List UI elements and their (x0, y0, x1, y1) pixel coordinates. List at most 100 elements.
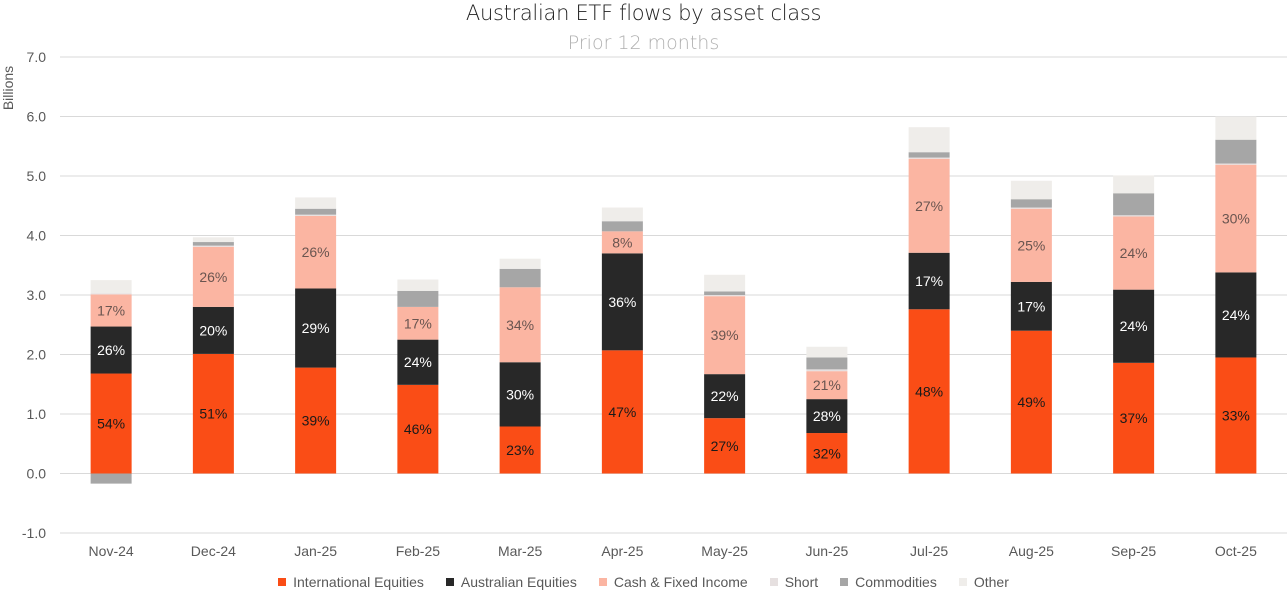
data-label: 24% (1120, 245, 1148, 261)
y-tick-label: 0.0 (27, 466, 47, 482)
chart-subtitle: Prior 12 months (567, 32, 720, 54)
data-label: 34% (506, 317, 534, 333)
data-label: 49% (1017, 394, 1045, 410)
data-label: 25% (1017, 237, 1045, 253)
bar-segment-cash-fixed-income (90, 294, 132, 327)
y-tick-label: -1.0 (22, 525, 46, 541)
bar-segment-commodities (1113, 193, 1155, 216)
legend-label: Short (784, 574, 819, 590)
legend-swatch-icon (840, 578, 849, 586)
bar-segment-other (1113, 175, 1155, 194)
bar-segment-other (908, 127, 950, 153)
bar-segment-commodities (1010, 199, 1052, 208)
bar-segment-australian-equities (806, 399, 848, 434)
data-label: 17% (97, 302, 125, 318)
bar-stack-may-25: 27% 22% 39% (704, 274, 746, 474)
bar-segment-other (806, 346, 848, 358)
legend-item: Australian Equities (445, 574, 577, 590)
bar-stack-apr-25: 47% 36% 8% (601, 207, 643, 474)
bar-segment-international-equities (397, 384, 439, 474)
bar-segment-other (1010, 180, 1052, 200)
x-tick-label: Sep-25 (1111, 543, 1156, 559)
bar-segment-australian-equities (1113, 289, 1155, 363)
bar-segment-other (704, 274, 746, 292)
bar-segment-short (192, 245, 234, 247)
data-label: 39% (302, 413, 330, 429)
bar-segment-cash-fixed-income (704, 296, 746, 375)
bar-segment-cash-fixed-income (1010, 208, 1052, 282)
legend-item: Other (958, 574, 1009, 590)
bar-segment-commodities (397, 290, 439, 307)
bar-stack-feb-25: 46% 24% 17% (397, 279, 439, 474)
bar-segment-australian-equities (192, 306, 234, 354)
x-tick-label: Jun-25 (805, 543, 848, 559)
bar-segment-commodities (499, 268, 541, 288)
data-label: 27% (711, 438, 739, 454)
data-label: 23% (506, 442, 534, 458)
legend-label: Australian Equities (460, 574, 577, 590)
bar-segment-other (601, 207, 643, 222)
bar-segment-international-equities (1215, 357, 1257, 474)
bar-segment-cash-fixed-income (908, 158, 950, 253)
bar-segment-australian-equities (499, 362, 541, 427)
legend-item: Short (769, 574, 819, 590)
x-tick-label: Jan-25 (294, 543, 337, 559)
bar-segment-short (704, 295, 746, 297)
bar-segment-commodities (90, 473, 132, 484)
bar-segment-australian-equities (601, 253, 643, 351)
bar-segment-international-equities (1010, 330, 1052, 474)
data-label: 24% (1120, 318, 1148, 334)
y-tick-label: 2.0 (27, 347, 47, 363)
bar-segment-commodities (908, 152, 950, 158)
x-axis: Nov-24 Dec-24 Jan-25 Feb-25 Mar-25 Apr-25 May-… (89, 543, 1258, 559)
bar-stack-jun-25: 32% 28% 21% (806, 346, 848, 474)
chart-title: Australian ETF flows by asset class (465, 1, 822, 25)
bar-segment-other (295, 197, 337, 209)
legend-label: Other (973, 574, 1009, 590)
bar-segment-short (90, 293, 132, 295)
data-label: 20% (199, 322, 227, 338)
data-label: 32% (813, 445, 841, 461)
bar-stack-oct-25: 33% 24% 30% (1215, 116, 1257, 474)
bars: 54% 26% 17% 51% 20% 26% 39% 29% 26% 46% 24% 17% 23% 3… (90, 116, 1257, 484)
bar-segment-commodities (601, 221, 643, 232)
bar-segment-cash-fixed-income (192, 246, 234, 307)
data-label: 30% (506, 386, 534, 402)
bar-segment-international-equities (704, 418, 746, 474)
data-label: 26% (199, 269, 227, 285)
legend: International Equities Australian Equitie… (0, 574, 1287, 590)
data-label: 22% (711, 388, 739, 404)
data-label: 51% (199, 406, 227, 422)
bar-stack-aug-25: 49% 17% 25% (1010, 180, 1052, 474)
bar-segment-short (1215, 163, 1257, 165)
bar-segment-australian-equities (1010, 281, 1052, 331)
y-tick-label: 1.0 (27, 406, 47, 422)
data-label: 26% (302, 244, 330, 260)
legend-swatch-icon (958, 578, 967, 586)
bar-segment-international-equities (601, 350, 643, 474)
data-label: 28% (813, 408, 841, 424)
data-label: 37% (1120, 410, 1148, 426)
bar-stack-mar-25: 23% 30% 34% (499, 258, 541, 474)
y-tick-label: 6.0 (27, 109, 47, 125)
data-label: 36% (608, 294, 636, 310)
y-axis: -1.0 0.0 1.0 2.0 3.0 4.0 5.0 6.0 7.0 (22, 49, 46, 541)
data-label: 17% (404, 315, 432, 331)
data-label: 46% (404, 421, 432, 437)
legend-swatch-icon (278, 578, 287, 586)
data-label: 17% (1017, 298, 1045, 314)
bar-segment-cash-fixed-income (1215, 164, 1257, 273)
data-label: 47% (608, 404, 636, 420)
bar-segment-short (1010, 207, 1052, 209)
y-tick-label: 3.0 (27, 287, 47, 303)
bar-segment-cash-fixed-income (1113, 216, 1155, 290)
x-tick-label: Oct-25 (1215, 543, 1257, 559)
bar-segment-short (295, 214, 337, 216)
x-tick-label: Feb-25 (396, 543, 441, 559)
bar-segment-commodities (1215, 139, 1257, 164)
data-label: 8% (612, 234, 632, 250)
legend-label: Cash & Fixed Income (613, 574, 748, 590)
data-label: 26% (97, 342, 125, 358)
y-tick-label: 5.0 (27, 168, 47, 184)
data-label: 24% (404, 354, 432, 370)
